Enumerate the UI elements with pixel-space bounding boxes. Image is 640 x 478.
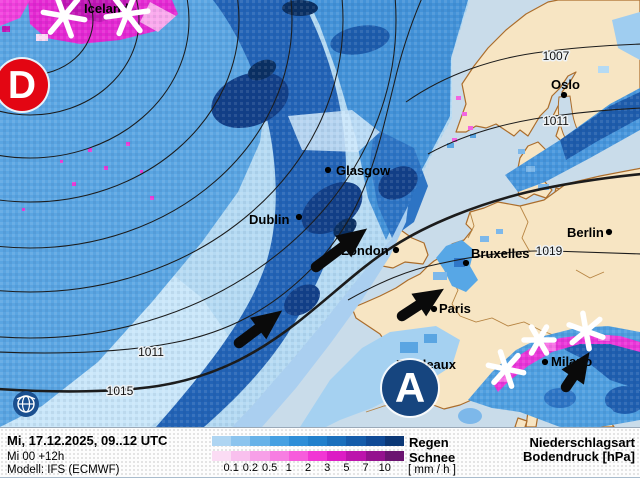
model-run-label: Mi 00 +12h	[7, 451, 65, 463]
scale-tick-value: 0.1	[223, 462, 239, 474]
rain-scale-segment	[212, 436, 232, 446]
snowflake-icon	[566, 310, 606, 352]
isobar-value-label: 1011	[543, 114, 569, 128]
city-dot	[430, 305, 438, 313]
snowflake-icon	[485, 349, 527, 389]
scale-tick-value: 0.2	[242, 462, 259, 474]
snow-label: Schnee	[409, 450, 456, 465]
rain-scale-segment	[308, 436, 328, 446]
rain-scale-segment	[269, 436, 289, 446]
snowflake-icon	[103, 0, 151, 37]
scale-tick-value: 7	[362, 462, 369, 474]
isobar-value-label: 1015	[107, 384, 134, 398]
unit-label: [ mm / h ]	[408, 464, 456, 476]
city-label: Dublin	[249, 212, 289, 227]
precipitation-layer	[0, 0, 640, 427]
valid-time-label: Mi, 17.12.2025, 09..12 UTC	[7, 433, 168, 448]
precip-type-title: Niederschlagsart	[529, 435, 636, 450]
city-dot	[462, 259, 470, 267]
rain-scale-segment	[384, 436, 405, 446]
snowflakes-layer	[40, 0, 606, 389]
city-dot	[295, 213, 303, 221]
low-pressure-symbol: D	[0, 59, 48, 111]
rain-scale-segment	[346, 436, 366, 446]
surface-pressure-title: Bodendruck [hPa]	[523, 449, 635, 464]
rain-scale-segment	[365, 436, 385, 446]
rain-scale-segment	[288, 436, 309, 446]
motion-arrow-icon	[233, 310, 283, 349]
city-label: Glasgow	[336, 163, 391, 178]
snow-scale-segment	[308, 451, 328, 461]
snow-scale-segment	[212, 451, 232, 461]
snow-scale-segment	[250, 451, 270, 461]
snowflake-icon	[521, 324, 557, 356]
snow-scale-segment	[384, 451, 405, 461]
isobar-value-label: 1019	[536, 244, 563, 258]
city-label: Paris	[439, 301, 471, 316]
high-pressure-symbol: A	[382, 360, 438, 416]
snow-scale-segment	[231, 451, 251, 461]
map-svg: Iceland10071011101910111015GlasgowDublin…	[0, 0, 640, 427]
isobars	[0, 0, 640, 393]
city-dot	[541, 358, 549, 366]
city-dot	[560, 91, 568, 99]
scale-tick-labels: 0.1 0.2 0.5 1 2 3 5 7 10	[0, 462, 640, 474]
snow-scale-segment	[365, 451, 385, 461]
city-dot	[392, 246, 400, 254]
scale-tick-value: 0.5	[261, 462, 278, 474]
snowflake-icon	[40, 0, 88, 39]
rain-scale-segment	[231, 436, 251, 446]
isobar-value-label: 1007	[543, 49, 570, 63]
snow-color-scale	[212, 451, 405, 461]
scale-tick-value: 10	[378, 462, 391, 474]
rain-scale-segment	[250, 436, 270, 446]
globe-icon	[13, 391, 39, 417]
snow-scale-segment	[288, 451, 309, 461]
legend-bar: Mi, 17.12.2025, 09..12 UTC Mi 00 +12h Mo…	[0, 427, 640, 477]
site-logo	[12, 390, 40, 418]
map-area: Iceland 1007 1011 1019 1011 1015 Glasgow Dublin…	[0, 0, 640, 427]
scale-tick-value: 1	[285, 462, 292, 474]
city-dot	[324, 166, 332, 174]
rain-label: Regen	[409, 435, 449, 450]
motion-arrow-icon	[310, 228, 368, 273]
rain-color-scale	[212, 436, 405, 446]
motion-arrows-layer	[233, 228, 590, 393]
isobar-value-label: 1011	[138, 345, 164, 359]
motion-arrow-icon	[396, 288, 444, 322]
city-label: Bruxelles	[471, 246, 530, 261]
snow-scale-segment	[346, 451, 366, 461]
city-label: Oslo	[551, 77, 580, 92]
scale-tick-value: 3	[324, 462, 331, 474]
model-name-label: Modell: IFS (ECMWF)	[7, 464, 120, 476]
scale-tick-value: 5	[343, 462, 350, 474]
city-label: Berlin	[567, 225, 604, 240]
snow-scale-segment	[327, 451, 347, 461]
city-dot	[605, 228, 613, 236]
rain-scale-segment	[327, 436, 347, 446]
snow-scale-segment	[269, 451, 289, 461]
motion-arrow-icon	[560, 352, 590, 393]
scale-tick-value: 2	[304, 462, 312, 474]
